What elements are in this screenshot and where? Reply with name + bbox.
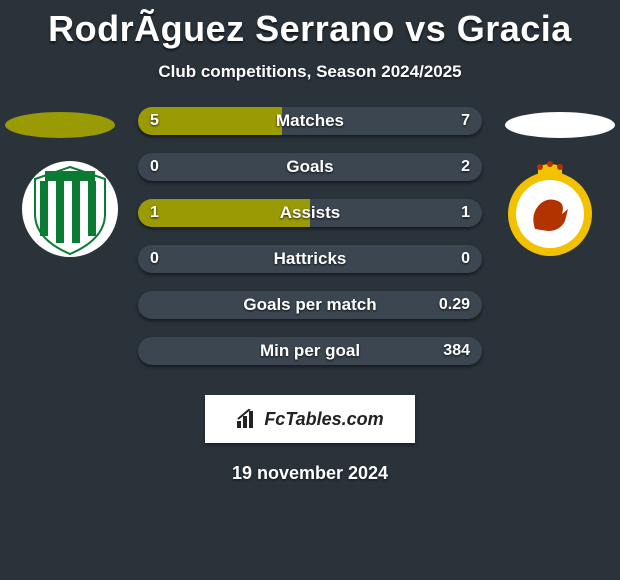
page-title: RodrÃ­guez Serrano vs Gracia xyxy=(0,0,620,50)
stat-value-left: 1 xyxy=(150,199,159,227)
stat-label: Goals xyxy=(138,153,482,181)
date-text: 19 november 2024 xyxy=(0,463,620,484)
stat-row: Assists1 1 xyxy=(138,199,482,227)
stat-row: Goals0 2 xyxy=(138,153,482,181)
stat-value-left: 0 xyxy=(150,245,159,273)
stat-row: Goals per match0.29 xyxy=(138,291,482,319)
stat-value-right: 7 xyxy=(461,107,470,135)
stat-label: Hattricks xyxy=(138,245,482,273)
club-crest-left xyxy=(20,159,120,259)
stat-row: Hattricks0 0 xyxy=(138,245,482,273)
stat-value-left: 0 xyxy=(150,153,159,181)
stat-label: Matches xyxy=(138,107,482,135)
stat-label: Assists xyxy=(138,199,482,227)
stat-row: Matches5 7 xyxy=(138,107,482,135)
chart-icon xyxy=(236,409,258,429)
comparison-content: Matches57Goals02Assists11Hattricks00Goal… xyxy=(0,107,620,387)
stat-value-left: 5 xyxy=(150,107,159,135)
stat-bars: Matches57Goals02Assists11Hattricks00Goal… xyxy=(138,107,482,383)
stat-label: Min per goal xyxy=(138,337,482,365)
zaragoza-crest-icon xyxy=(500,159,600,259)
stat-value-right: 2 xyxy=(461,153,470,181)
stat-value-right: 0 xyxy=(461,245,470,273)
player-shadow-right xyxy=(505,112,615,138)
stat-value-right: 1 xyxy=(461,199,470,227)
stat-row: Min per goal384 xyxy=(138,337,482,365)
branding-text: FcTables.com xyxy=(264,409,383,430)
club-crest-right xyxy=(500,159,600,259)
branding-badge: FcTables.com xyxy=(205,395,415,443)
page-subtitle: Club competitions, Season 2024/2025 xyxy=(0,62,620,82)
player-shadow-left xyxy=(5,112,115,138)
stat-value-right: 0.29 xyxy=(439,291,470,319)
stat-value-right: 384 xyxy=(443,337,470,365)
stat-label: Goals per match xyxy=(138,291,482,319)
cordoba-crest-icon xyxy=(20,159,120,259)
